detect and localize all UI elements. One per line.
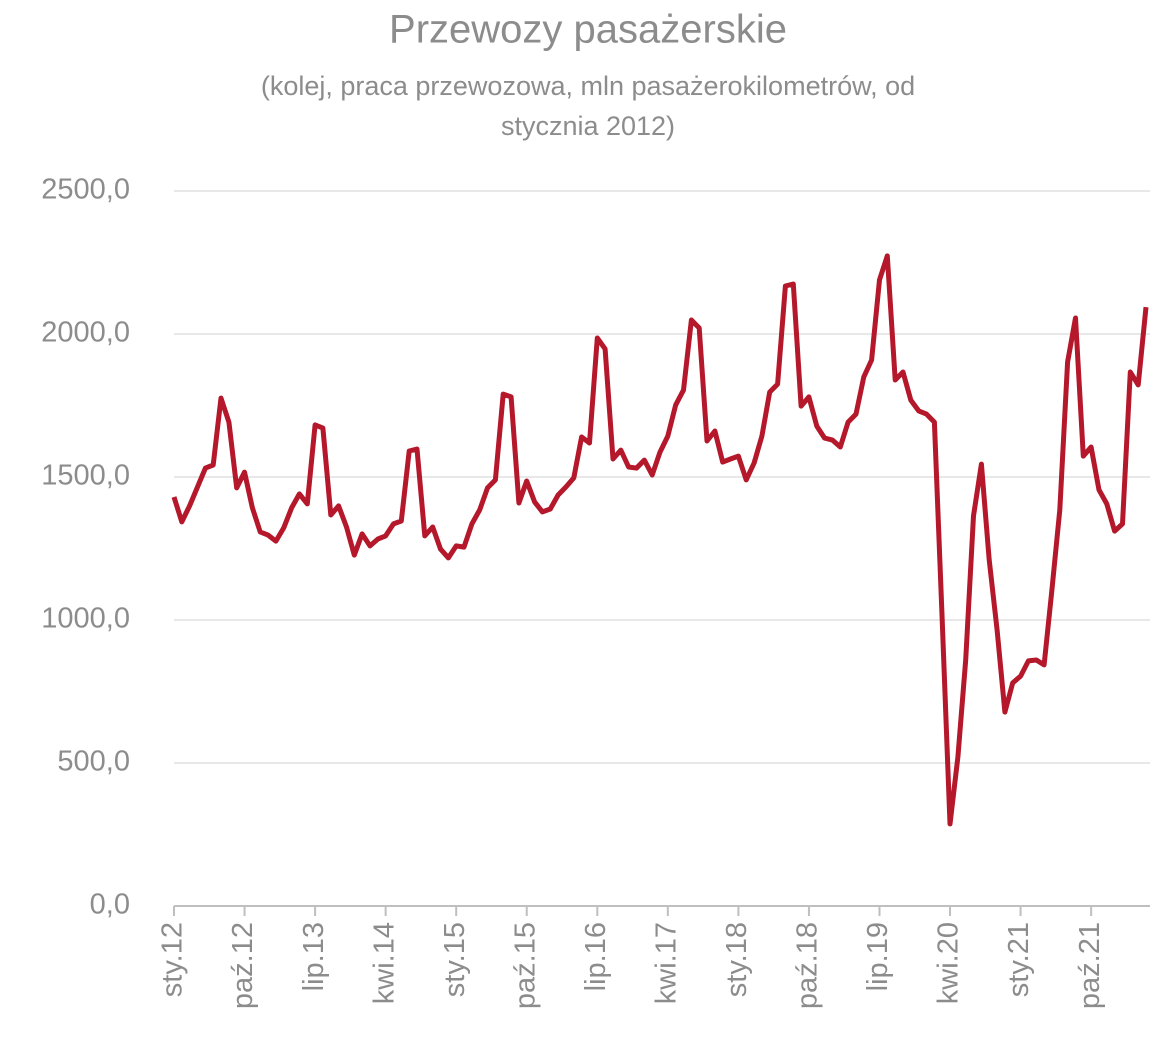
x-tick-label: kwi.14 [368, 922, 400, 1004]
x-tick-label: kwi.17 [650, 922, 682, 1004]
y-tick-label: 1500,0 [41, 460, 130, 492]
x-tick-label: paź.15 [509, 922, 541, 1009]
x-tick-label: paź.18 [792, 922, 824, 1009]
x-tick-label: sty.12 [157, 922, 189, 997]
y-tick-label: 2000,0 [41, 317, 130, 349]
x-tick-label: kwi.20 [933, 922, 965, 1004]
x-tick-label: paź.12 [227, 922, 259, 1009]
chart-title: Przewozy pasażerskie [389, 8, 787, 52]
x-tick-label: lip.16 [580, 922, 612, 991]
x-tick-label: sty.21 [1003, 922, 1035, 997]
chart-subtitle: (kolej, praca przewozowa, mln pasażeroki… [261, 71, 915, 101]
chart-subtitle: stycznia 2012) [501, 111, 675, 141]
data-line [171, 253, 1149, 827]
x-tick-label: lip.13 [298, 922, 330, 991]
x-tick-label: sty.18 [721, 922, 753, 997]
x-tick-label: paź.21 [1074, 922, 1106, 1009]
y-tick-label: 1000,0 [41, 603, 130, 635]
y-tick-label: 0,0 [90, 889, 130, 921]
x-tick-label: sty.15 [439, 922, 471, 997]
x-tick-label: lip.19 [862, 922, 894, 991]
y-tick-label: 500,0 [57, 746, 130, 778]
y-tick-label: 2500,0 [41, 174, 130, 206]
